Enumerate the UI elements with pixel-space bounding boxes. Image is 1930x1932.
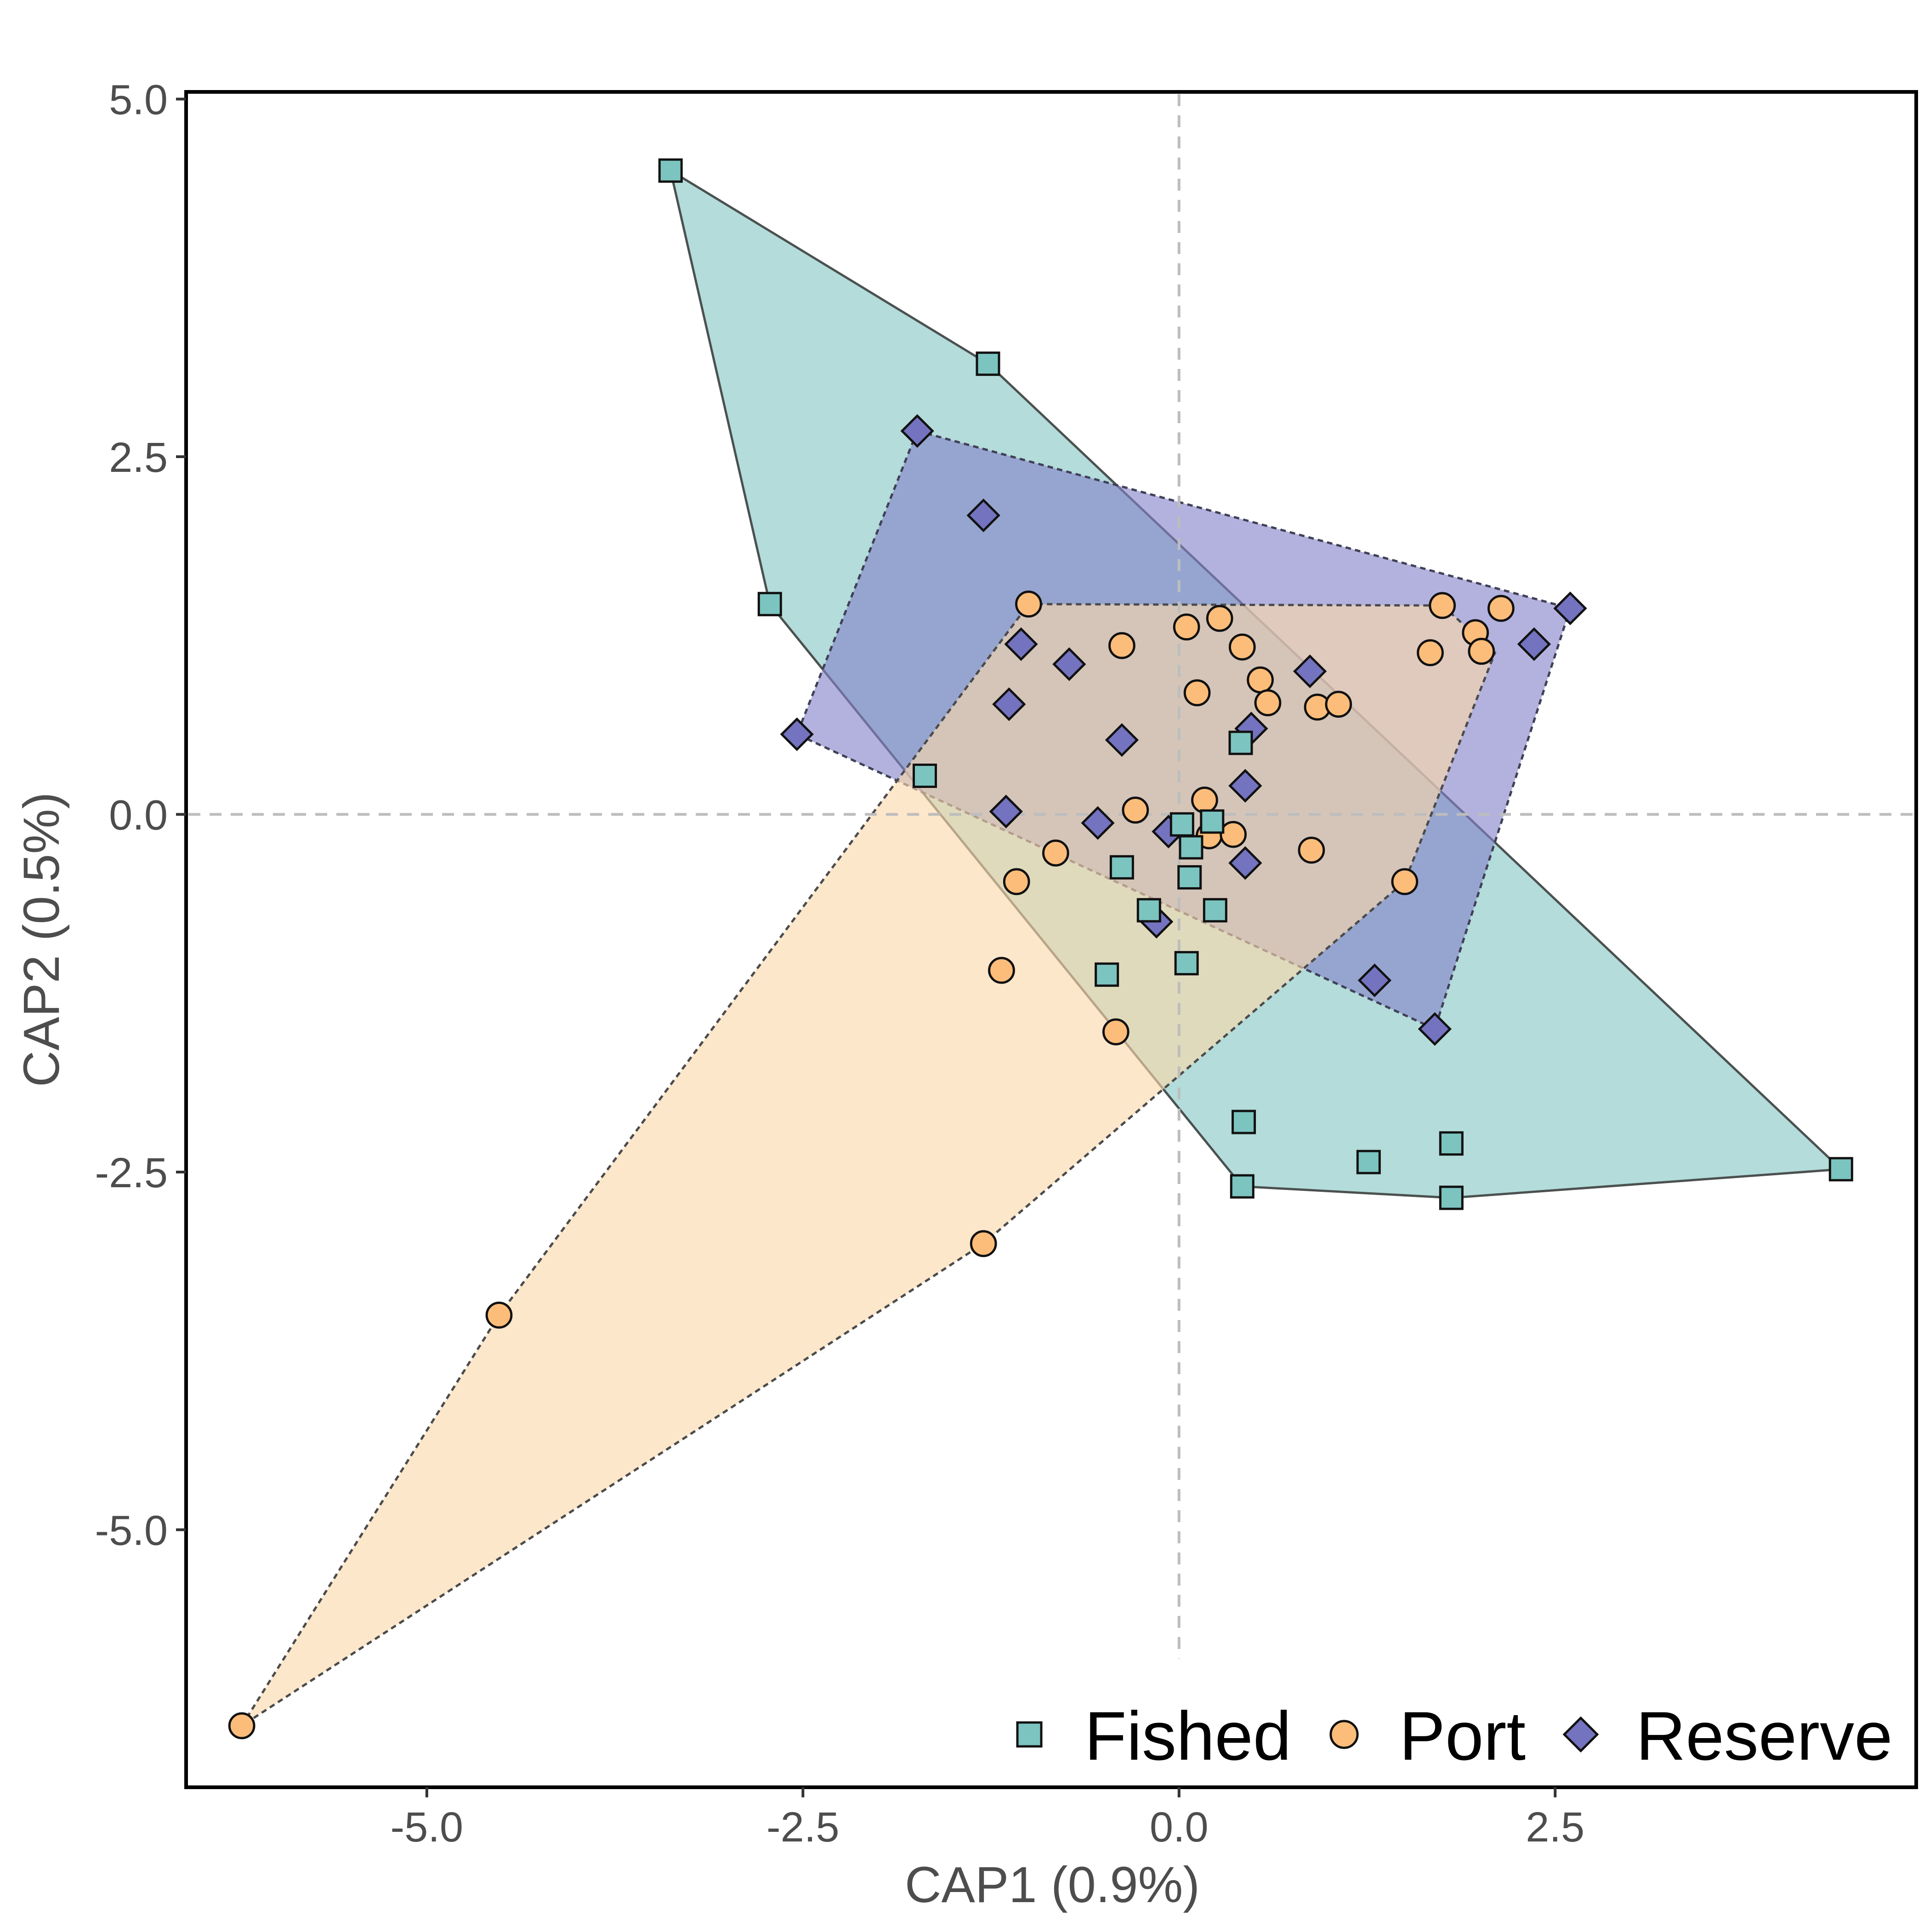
reserve-point — [780, 717, 814, 751]
port-point — [1254, 689, 1282, 717]
port-point — [1487, 595, 1515, 622]
port-point — [1391, 868, 1419, 895]
fished-point — [1169, 812, 1194, 837]
port-point — [1417, 639, 1444, 667]
reserve-point — [966, 499, 1000, 533]
port-point — [228, 1712, 255, 1739]
fished-point — [1179, 835, 1203, 860]
fished-point — [1200, 809, 1225, 834]
fished-point — [976, 351, 1000, 376]
port-point — [1183, 679, 1211, 707]
fished-point — [1177, 865, 1202, 890]
reserve-point — [992, 687, 1026, 721]
axes-layer: -5.0 -2.5 0.0 2.5 5.0 2.5 0.0 -2.5 -5.0 — [95, 77, 1918, 1851]
port-point — [1122, 796, 1149, 824]
legend-item-fished: Fished — [1016, 1697, 1291, 1774]
fished-point — [1095, 962, 1119, 987]
reserve-point — [989, 794, 1023, 828]
port-point — [1228, 633, 1256, 661]
port-point — [1325, 691, 1352, 718]
port-point — [988, 957, 1015, 984]
port-point — [1298, 836, 1325, 864]
legend-label: Port — [1399, 1697, 1526, 1774]
port-point — [1247, 666, 1274, 694]
points-layer — [228, 158, 1853, 1739]
legend-item-port: Port — [1329, 1697, 1526, 1774]
fished-point — [658, 158, 683, 183]
y-tick-label: 2.5 — [109, 434, 168, 481]
legend-circle-icon — [1329, 1720, 1359, 1749]
fished-point — [1228, 731, 1253, 755]
reserve-point — [1418, 1012, 1452, 1046]
fished-point — [1439, 1185, 1464, 1210]
reserve-point — [1228, 769, 1262, 803]
port-point — [1468, 638, 1495, 665]
port-point — [1003, 868, 1030, 895]
port-point — [1206, 605, 1233, 632]
legend-item-reserve: Reserve — [1562, 1697, 1893, 1774]
port-point — [1102, 1018, 1130, 1046]
reserve-point — [1105, 723, 1139, 757]
fished-point — [1232, 1110, 1256, 1134]
reserve-point — [1081, 806, 1115, 840]
fished-point — [1356, 1150, 1381, 1174]
fished-point — [1230, 1174, 1254, 1199]
fished-point — [1174, 951, 1199, 975]
legend-label: Fished — [1084, 1697, 1291, 1774]
reserve-point — [1228, 846, 1262, 880]
reserve-point — [1293, 654, 1327, 688]
port-point — [1220, 821, 1247, 848]
fished-point — [1439, 1131, 1464, 1156]
port-point — [970, 1230, 997, 1258]
port-point — [485, 1302, 513, 1329]
reserve-point — [1052, 647, 1086, 681]
port-point — [1108, 632, 1135, 659]
x-tick-label: 0.0 — [1150, 1804, 1209, 1851]
y-axis-title: CAP2 (0.5%) — [13, 792, 70, 1087]
fished-point — [1828, 1157, 1853, 1182]
port-point — [1042, 839, 1069, 867]
fished-point — [912, 763, 937, 788]
reserve-point — [1004, 627, 1038, 661]
reserve-point — [1357, 963, 1392, 997]
port-point — [1015, 590, 1042, 618]
port-point — [1429, 592, 1456, 619]
y-tick-label: -2.5 — [95, 1150, 168, 1196]
fished-point — [1109, 855, 1134, 880]
x-tick-label: 2.5 — [1526, 1804, 1584, 1851]
reserve-point — [1553, 591, 1587, 625]
x-axis-title: CAP1 (0.9%) — [905, 1857, 1200, 1913]
y-tick-label: 0.0 — [109, 792, 168, 839]
x-tick-label: -5.0 — [391, 1804, 464, 1851]
reserve-point — [900, 414, 934, 448]
fished-point — [757, 592, 782, 617]
port-point — [1191, 787, 1218, 814]
legend-label: Reserve — [1636, 1697, 1893, 1774]
legend-diamond-icon — [1562, 1716, 1599, 1753]
fished-point — [1136, 898, 1161, 923]
plot-frame — [184, 90, 1918, 1789]
legend: Fished Port Reserve — [1016, 1697, 1893, 1774]
fished-point — [1203, 898, 1227, 923]
x-tick-label: -2.5 — [766, 1804, 840, 1851]
legend-square-icon — [1016, 1721, 1043, 1748]
y-tick-label: -5.0 — [95, 1507, 168, 1554]
reserve-point — [1517, 627, 1551, 661]
port-point — [1173, 613, 1200, 640]
y-tick-label: 5.0 — [109, 77, 168, 124]
